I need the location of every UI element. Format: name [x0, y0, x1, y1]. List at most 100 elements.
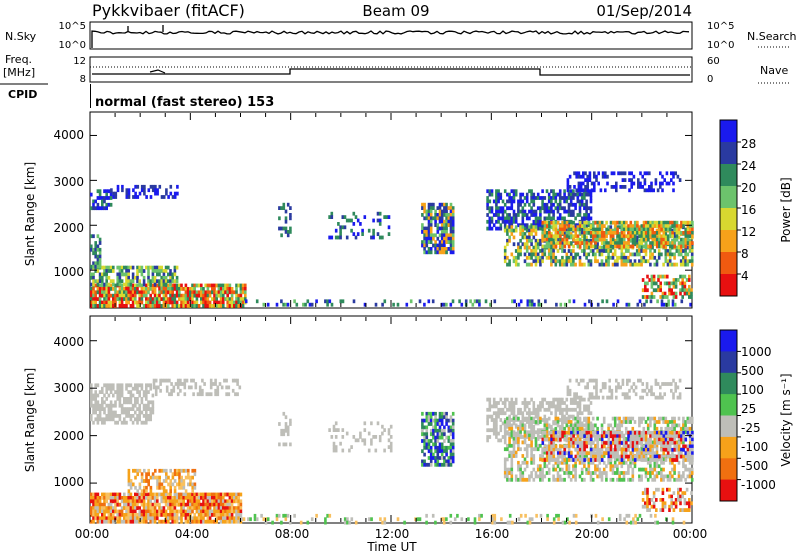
data-cell	[554, 421, 558, 426]
data-cell	[109, 407, 113, 411]
data-cell	[445, 415, 448, 420]
data-cell	[449, 223, 453, 227]
data-cell	[423, 432, 426, 437]
data-cell	[539, 420, 542, 424]
data-cell	[145, 472, 148, 477]
data-cell	[134, 184, 137, 189]
data-cell	[112, 393, 115, 398]
data-cell	[120, 265, 124, 270]
data-cell	[159, 378, 162, 383]
data-cell	[506, 228, 509, 233]
data-cell	[92, 287, 95, 291]
data-cell	[204, 304, 207, 308]
data-cell	[193, 513, 196, 517]
data-cell	[421, 439, 424, 443]
data-cell	[631, 231, 635, 235]
data-cell	[120, 287, 124, 291]
data-cell	[230, 304, 234, 308]
data-cell	[219, 283, 223, 288]
data-cell	[151, 269, 155, 273]
data-cell	[147, 502, 150, 507]
data-cell	[554, 404, 558, 409]
data-cell	[202, 499, 205, 504]
data-cell	[219, 506, 223, 510]
data-cell	[162, 509, 166, 514]
data-cell	[160, 509, 163, 514]
data-cell	[160, 290, 163, 295]
data-cell	[136, 304, 139, 308]
data-cell	[233, 509, 236, 514]
data-cell	[107, 202, 111, 207]
data-cell	[508, 262, 511, 267]
data-cell	[127, 188, 131, 193]
data-cell	[129, 400, 133, 405]
data-cell	[499, 397, 503, 402]
data-cell	[671, 299, 675, 304]
data-cell	[367, 431, 371, 436]
data-cell	[142, 269, 146, 273]
data-cell	[528, 255, 531, 260]
data-cell	[107, 290, 111, 295]
freq-bump	[149, 69, 166, 74]
data-cell	[580, 467, 584, 472]
data-cell	[684, 234, 688, 239]
data-cell	[438, 233, 442, 238]
data-cell	[94, 496, 97, 500]
data-cell	[114, 499, 117, 504]
data-cell	[443, 432, 446, 437]
data-cell	[517, 407, 520, 412]
data-cell	[197, 496, 201, 500]
data-cell	[563, 227, 567, 232]
data-cell	[569, 255, 573, 260]
data-cell	[558, 213, 562, 217]
data-cell	[131, 283, 135, 288]
data-cell	[163, 378, 167, 383]
data-cell	[451, 230, 455, 234]
data-cell	[688, 231, 692, 235]
data-cell	[147, 403, 150, 408]
data-cell	[208, 499, 212, 504]
data-cell	[517, 477, 520, 482]
data-cell	[583, 244, 586, 249]
data-cell	[598, 454, 602, 458]
data-cell	[510, 404, 514, 409]
colorbar-segment	[720, 230, 737, 253]
data-cell	[147, 417, 150, 422]
data-cell	[640, 259, 643, 264]
data-cell	[136, 414, 139, 418]
data-cell	[255, 517, 259, 522]
data-cell	[501, 206, 505, 211]
data-cell	[622, 255, 626, 260]
data-cell	[552, 220, 556, 225]
data-cell	[460, 517, 464, 522]
data-cell	[598, 224, 602, 228]
data-cell	[343, 517, 347, 522]
data-cell	[116, 393, 119, 398]
data-cell	[153, 269, 157, 273]
data-cell	[201, 388, 204, 393]
data-cell	[387, 428, 391, 432]
data-cell	[574, 216, 577, 221]
data-cell	[569, 414, 573, 419]
data-cell	[94, 241, 97, 245]
data-cell	[559, 224, 562, 228]
data-cell	[173, 485, 177, 490]
data-cell	[233, 516, 236, 521]
data-cell	[567, 471, 571, 475]
data-cell	[508, 450, 511, 455]
data-cell	[125, 191, 129, 196]
data-cell	[517, 202, 520, 207]
data-cell	[280, 432, 283, 437]
data-cell	[429, 230, 433, 234]
data-cell	[659, 181, 662, 186]
data-cell	[521, 414, 525, 419]
data-cell	[550, 206, 553, 211]
data-cell	[432, 206, 435, 210]
data-cell	[583, 431, 586, 436]
data-cell	[440, 462, 444, 467]
data-cell	[171, 482, 175, 487]
colorbar-segment	[720, 252, 737, 275]
data-cell	[574, 234, 578, 239]
data-cell	[647, 237, 650, 242]
data-cell	[136, 265, 139, 270]
